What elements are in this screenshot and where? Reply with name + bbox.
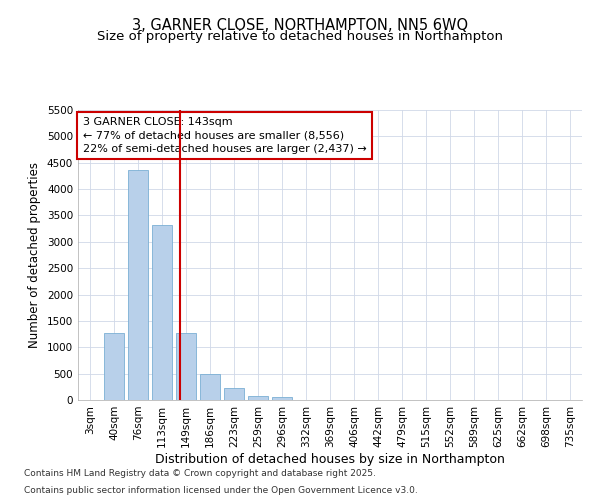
Text: 3, GARNER CLOSE, NORTHAMPTON, NN5 6WQ: 3, GARNER CLOSE, NORTHAMPTON, NN5 6WQ [132,18,468,32]
Bar [128,170,148,400]
Bar [152,225,172,400]
Text: 3 GARNER CLOSE: 143sqm
← 77% of detached houses are smaller (8,556)
22% of semi-: 3 GARNER CLOSE: 143sqm ← 77% of detached… [83,117,367,154]
Text: Contains public sector information licensed under the Open Government Licence v3: Contains public sector information licen… [24,486,418,495]
X-axis label: Distribution of detached houses by size in Northampton: Distribution of detached houses by size … [155,452,505,466]
Bar [200,374,220,400]
Text: Size of property relative to detached houses in Northampton: Size of property relative to detached ho… [97,30,503,43]
Bar [248,396,268,400]
Bar [272,398,292,400]
Text: Contains HM Land Registry data © Crown copyright and database right 2025.: Contains HM Land Registry data © Crown c… [24,468,376,477]
Bar [176,333,196,400]
Bar [104,333,124,400]
Bar [224,388,244,400]
Y-axis label: Number of detached properties: Number of detached properties [28,162,41,348]
